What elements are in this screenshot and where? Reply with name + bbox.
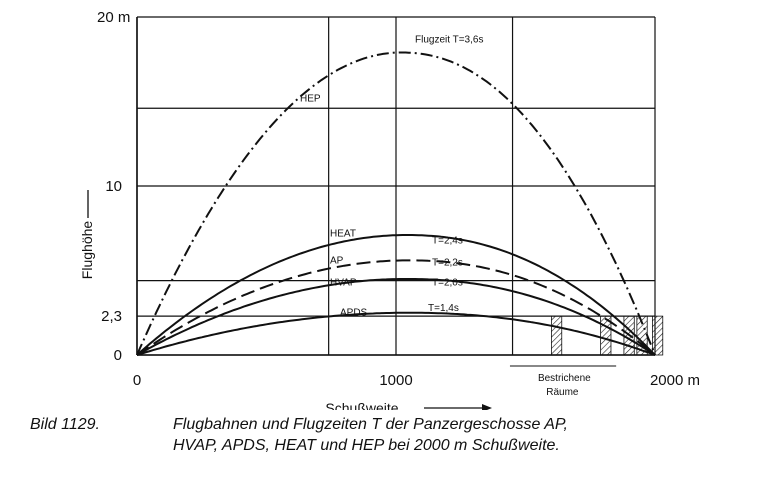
trajectory-hep: [136, 51, 656, 356]
y-tick-label: 20 m: [97, 9, 130, 26]
y-axis-label: Flughöhe: [79, 221, 95, 280]
x-tick-label: 1000: [379, 372, 412, 389]
x-axis-arrowhead: [482, 404, 492, 410]
series-label-hep: HEP: [300, 94, 321, 105]
caption-number: Bild 1129.: [30, 416, 100, 433]
series-label-hvap: HVAP: [330, 278, 357, 289]
danger-zone: [551, 315, 563, 356]
caption-line-2: HVAP, APDS, HEAT und HEP bei 2000 m Schu…: [173, 437, 560, 454]
axis-labels: Schußweite Flughöhe: [79, 190, 492, 410]
caption-line-1: Flugbahnen und Flugzeiten T der Panzerge…: [173, 416, 568, 433]
series-label-ap: AP: [330, 256, 344, 267]
danger-zones: Bestrichene Räume: [509, 315, 664, 398]
time-label-ap: T=2,2s: [432, 257, 463, 268]
trajectory-heat: [136, 234, 656, 356]
danger-zone-label-2: Räume: [546, 387, 579, 398]
trajectory-hvap: [136, 278, 656, 356]
y-tick-label: 2,3: [101, 308, 122, 325]
danger-zone-label-1: Bestrichene: [538, 373, 591, 384]
time-label-hep: Flugzeit T=3,6s: [415, 34, 483, 45]
series-label-apds: APDS: [340, 307, 368, 318]
trajectory-ap: [136, 259, 656, 356]
figure-caption: Bild 1129. Flugbahnen und Flugzeiten T de…: [30, 414, 750, 456]
tick-labels: 0 1000 2000 m 0 2,3 10 20 m: [97, 9, 700, 389]
x-tick-label: 2000 m: [650, 372, 700, 389]
series-group: HEP Flugzeit T=3,6s HEAT T=2,4s AP T=2,2s HVAP…: [136, 34, 656, 356]
trajectory-apds: [136, 311, 656, 356]
y-tick-label: 10: [105, 178, 122, 195]
grid: [136, 16, 656, 356]
trajectory-chart: Bestrichene Räume HEP Flugzeit T=3,6s HEAT T…: [79, 9, 700, 410]
danger-zone: [652, 315, 664, 356]
danger-zone: [600, 315, 612, 356]
time-label-hvap: T=2,0s: [432, 278, 463, 289]
time-label-heat: T=2,4s: [432, 235, 463, 246]
x-tick-label: 0: [133, 372, 141, 389]
y-tick-label: 0: [114, 347, 122, 364]
time-label-apds: T=1,4s: [428, 303, 459, 314]
x-axis-label: Schußweite: [325, 400, 398, 410]
series-label-heat: HEAT: [330, 229, 356, 240]
